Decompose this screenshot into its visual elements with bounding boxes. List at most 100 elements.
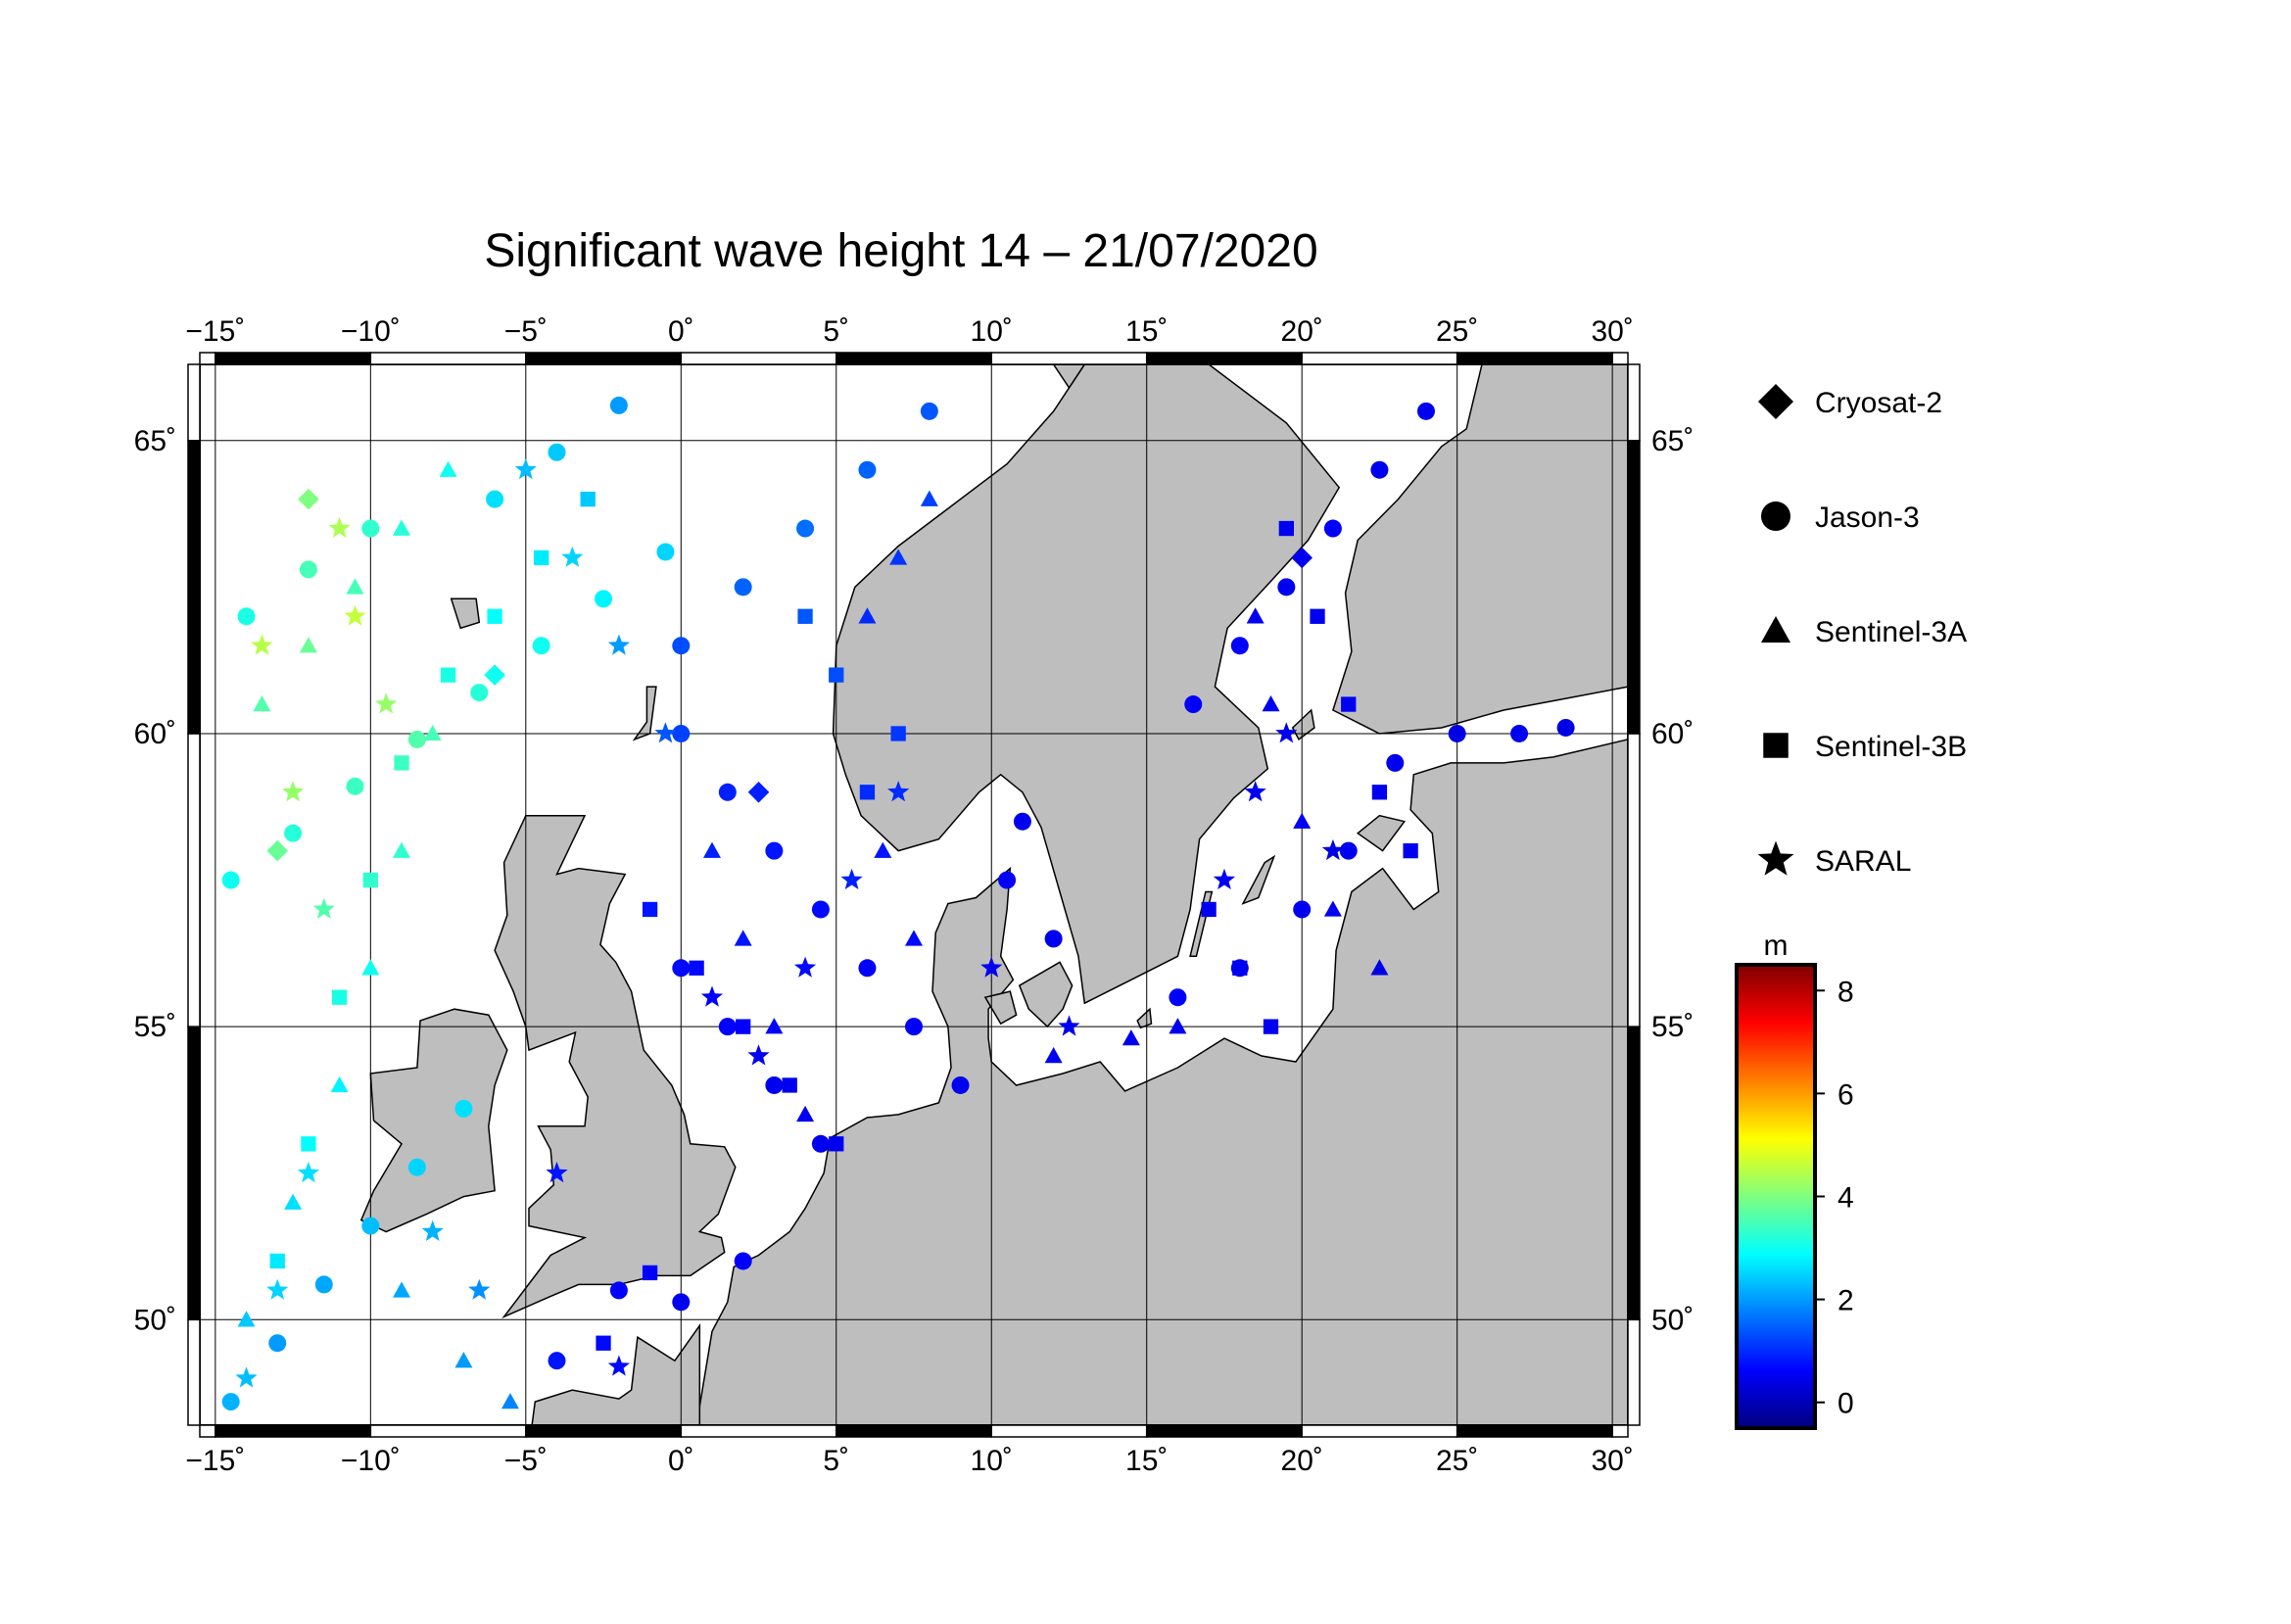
sentinel-3a-point (796, 1105, 815, 1122)
jason-3-point (656, 543, 675, 561)
sentinel-3a-point (501, 1393, 519, 1409)
jason-3-point (454, 1099, 473, 1118)
jason-3-point (718, 783, 737, 801)
frame-segment-bottom (1456, 1424, 1613, 1438)
sentinel-3a-point (1323, 900, 1342, 917)
saral-point (1244, 781, 1266, 802)
sentinel-3b-point (301, 1136, 316, 1152)
jason-3-point (1448, 724, 1466, 742)
longitude-label-top: 10˚ (971, 315, 1013, 348)
jason-3-point (548, 443, 566, 461)
jason-3-point (796, 519, 815, 538)
saral-point (561, 546, 584, 567)
colorbar-tick-label: 0 (1838, 1388, 1854, 1420)
jason-3-point (221, 871, 240, 889)
jason-3-point (998, 871, 1017, 889)
longitude-label-bottom: −5˚ (504, 1445, 548, 1477)
frame-segment-left (187, 440, 201, 735)
saral-point (546, 1162, 568, 1183)
saral-point (793, 956, 817, 978)
saral-point (251, 634, 273, 655)
frame-segment-top (215, 352, 372, 365)
frame-segment-bottom (990, 1424, 1148, 1438)
satellite-legend: Cryosat-2 Jason-3 Sentinel-3A Sentinel-3B SA… (1757, 384, 1967, 878)
latitude-label-right: 50˚ (1651, 1304, 1694, 1336)
longitude-label-top: −5˚ (504, 315, 548, 348)
jason-3-point (284, 824, 303, 842)
jason-3-point (314, 1275, 333, 1294)
circle-icon (1761, 502, 1790, 531)
sentinel-3b-point (269, 1253, 285, 1269)
jason-3-point (951, 1075, 970, 1094)
jason-3-point (905, 1018, 923, 1036)
sentinel-3b-point (689, 960, 704, 976)
frame-segment-right (1627, 1318, 1641, 1426)
sentinel-3b-point (829, 1136, 844, 1152)
jason-3-point (407, 1158, 426, 1176)
saral-point (654, 722, 677, 743)
jason-3-point (1323, 519, 1342, 538)
latitude-label-left: 55˚ (134, 1011, 176, 1043)
colorbar: m 0 2 4 6 8 (1735, 930, 1854, 1430)
jason-3-point (858, 959, 877, 978)
latitude-labels-left: 50˚ 55˚ 60˚ 65˚ (134, 425, 176, 1337)
jason-3-point (1386, 753, 1405, 772)
sentinel-3a-point (734, 930, 752, 946)
sentinel-3a-point (858, 607, 877, 624)
jason-3-point (532, 637, 550, 655)
longitude-label-bottom: 5˚ (823, 1445, 849, 1477)
colorbar-tick-label: 4 (1838, 1182, 1854, 1215)
frame-segment-top (1456, 352, 1613, 365)
jason-3-point (361, 519, 380, 538)
sentinel-3a-point (346, 578, 364, 595)
sentinel-3b-point (1263, 1019, 1279, 1034)
longitude-label-top: 15˚ (1125, 315, 1168, 348)
jason-3-point (734, 1252, 752, 1270)
jason-3-point (672, 724, 691, 742)
sentinel-3b-point (642, 1265, 658, 1281)
graticule (200, 364, 1628, 1425)
sentinel-3a-point (439, 460, 457, 477)
bornholm-land (1136, 1007, 1153, 1029)
sentinel-3a-point (905, 930, 923, 946)
sentinel-3b-point (362, 872, 378, 888)
denmark-islands-land (1018, 961, 1074, 1028)
frame-segment-bottom (215, 1424, 372, 1438)
saral-point (235, 1366, 258, 1388)
frame-segment-bottom (199, 1424, 216, 1438)
aland-land (1291, 708, 1315, 741)
frame-segment-left (187, 733, 201, 1027)
sentinel-3a-point (1293, 812, 1312, 829)
latitude-label-right: 55˚ (1651, 1011, 1694, 1043)
sentinel-3b-point (1310, 608, 1325, 624)
saral-point (1058, 1015, 1080, 1036)
sentinel-3b-point (487, 608, 502, 624)
funen-land (983, 990, 1018, 1026)
jason-3-point (1370, 460, 1389, 479)
frame-segment-right (1627, 733, 1641, 1027)
jason-3-point (268, 1334, 287, 1353)
sentinel-3b-point (1403, 842, 1418, 859)
frame-segment-top (1145, 352, 1303, 365)
saral-point (1275, 722, 1298, 743)
longitude-label-bottom: 20˚ (1281, 1445, 1323, 1477)
jason-3-point (346, 777, 364, 795)
frame-segment-right (1627, 363, 1641, 442)
brittany-land (531, 1322, 701, 1425)
sentinel-3a-point (765, 1018, 784, 1034)
sentinel-3a-point (393, 519, 411, 536)
map-title: Significant wave height 14 – 21/07/2020 (484, 225, 1317, 277)
sentinel-3b-point (736, 1019, 751, 1034)
sentinel-3b-point (596, 1335, 611, 1351)
gotland-land (1241, 854, 1276, 905)
jason-3-point (1044, 930, 1063, 948)
longitude-labels-bottom: −15˚ −10˚ −5˚ 0˚ 5˚ 10˚ 15˚ 20˚ 25˚ 30˚ (185, 1445, 1633, 1477)
saral-point (312, 897, 335, 919)
sentinel-3a-point (1370, 959, 1389, 976)
sentinel-3b-point (797, 608, 813, 624)
longitude-label-top: 20˚ (1281, 315, 1323, 348)
longitude-label-top: 0˚ (668, 315, 694, 348)
saral-point (1213, 868, 1236, 889)
